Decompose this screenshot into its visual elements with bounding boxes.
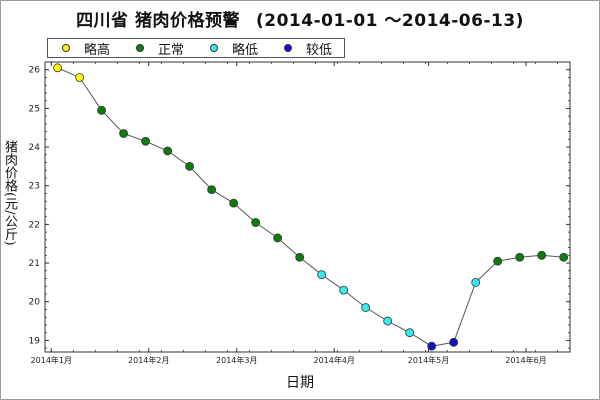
data-point (515, 252, 525, 262)
data-point (53, 63, 62, 73)
y-tick-label: 19 (29, 336, 41, 346)
data-point (295, 252, 305, 262)
data-point (405, 328, 415, 338)
legend-label: 略高 (84, 42, 111, 58)
data-point (471, 277, 481, 287)
data-point (537, 250, 547, 260)
y-tick-label: 23 (29, 182, 40, 192)
legend-marker-icon (284, 44, 292, 52)
legend-marker-icon (62, 44, 70, 52)
data-point (141, 136, 150, 146)
x-tick-label: 2014年4月 (313, 355, 354, 365)
x-tick-label: 2014年2月 (128, 355, 169, 365)
data-point (75, 73, 84, 82)
legend-label: 正常 (158, 42, 185, 58)
x-tick-label: 2014年6月 (505, 355, 546, 365)
legend: 略高 正常 略低 较低 (47, 38, 345, 58)
data-point (317, 270, 327, 280)
data-point (119, 129, 128, 138)
data-point (251, 218, 261, 227)
legend-item-low: 较低 (270, 39, 344, 58)
chart-title-range: (2014-01-01 ～2014-06-13) (255, 11, 524, 31)
legend-label: 较低 (306, 42, 333, 58)
data-point (185, 161, 195, 171)
x-tick-label: 2014年1月 (31, 355, 72, 365)
data-point (163, 146, 173, 156)
legend-item-slightly-low: 略低 (196, 39, 270, 58)
y-tick-label: 24 (29, 143, 41, 153)
plot-area (44, 61, 571, 353)
legend-item-high: 略高 (48, 39, 122, 58)
legend-marker-icon (210, 44, 218, 52)
data-point (559, 252, 569, 262)
data-point (97, 105, 106, 115)
x-axis-label: 日期 (286, 375, 314, 391)
data-point (383, 316, 393, 326)
data-point (339, 285, 349, 295)
legend-item-normal: 正常 (122, 39, 196, 58)
y-tick-label: 20 (29, 298, 41, 308)
legend-marker-icon (136, 44, 144, 52)
data-point (361, 303, 371, 312)
data-point (207, 185, 217, 195)
x-tick-label: 2014年3月 (216, 355, 257, 365)
data-point (427, 341, 437, 351)
chart-title: 四川省 猪肉价格预警 (2014-01-01 ～2014-06-13) (0, 6, 600, 31)
legend-label: 略低 (232, 42, 259, 58)
data-point (273, 233, 283, 243)
data-point (493, 256, 503, 266)
y-tick-label: 26 (29, 66, 41, 76)
y-tick-label: 21 (29, 259, 40, 269)
y-axis-label: 猪肉价格(元/公斤) (2, 140, 17, 246)
data-point (449, 337, 459, 347)
data-point (229, 198, 239, 208)
chart-title-main: 四川省 猪肉价格预警 (76, 11, 240, 31)
y-tick-label: 22 (29, 220, 40, 230)
y-tick-label: 25 (29, 104, 40, 114)
x-tick-label: 2014年5月 (408, 355, 449, 365)
